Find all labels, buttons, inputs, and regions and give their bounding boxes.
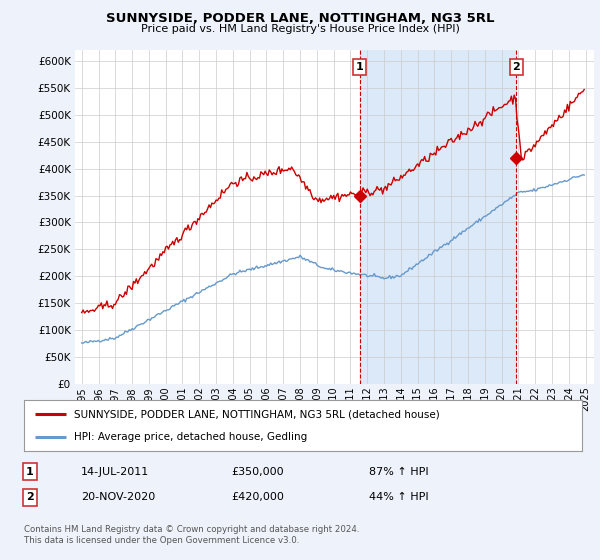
Text: SUNNYSIDE, PODDER LANE, NOTTINGHAM, NG3 5RL: SUNNYSIDE, PODDER LANE, NOTTINGHAM, NG3 … (106, 12, 494, 25)
Text: £420,000: £420,000 (231, 492, 284, 502)
Text: Price paid vs. HM Land Registry's House Price Index (HPI): Price paid vs. HM Land Registry's House … (140, 24, 460, 34)
Text: 1: 1 (356, 62, 364, 72)
Text: HPI: Average price, detached house, Gedling: HPI: Average price, detached house, Gedl… (74, 432, 307, 442)
Text: 87% ↑ HPI: 87% ↑ HPI (369, 466, 428, 477)
Text: 1: 1 (26, 466, 34, 477)
Text: 14-JUL-2011: 14-JUL-2011 (81, 466, 149, 477)
Bar (359, 50, 517, 384)
Text: Contains HM Land Registry data © Crown copyright and database right 2024.
This d: Contains HM Land Registry data © Crown c… (24, 525, 359, 545)
Text: £350,000: £350,000 (231, 466, 284, 477)
Text: 20-NOV-2020: 20-NOV-2020 (81, 492, 155, 502)
Text: 44% ↑ HPI: 44% ↑ HPI (369, 492, 428, 502)
Text: SUNNYSIDE, PODDER LANE, NOTTINGHAM, NG3 5RL (detached house): SUNNYSIDE, PODDER LANE, NOTTINGHAM, NG3 … (74, 409, 440, 419)
Text: 2: 2 (26, 492, 34, 502)
Text: 2: 2 (512, 62, 520, 72)
